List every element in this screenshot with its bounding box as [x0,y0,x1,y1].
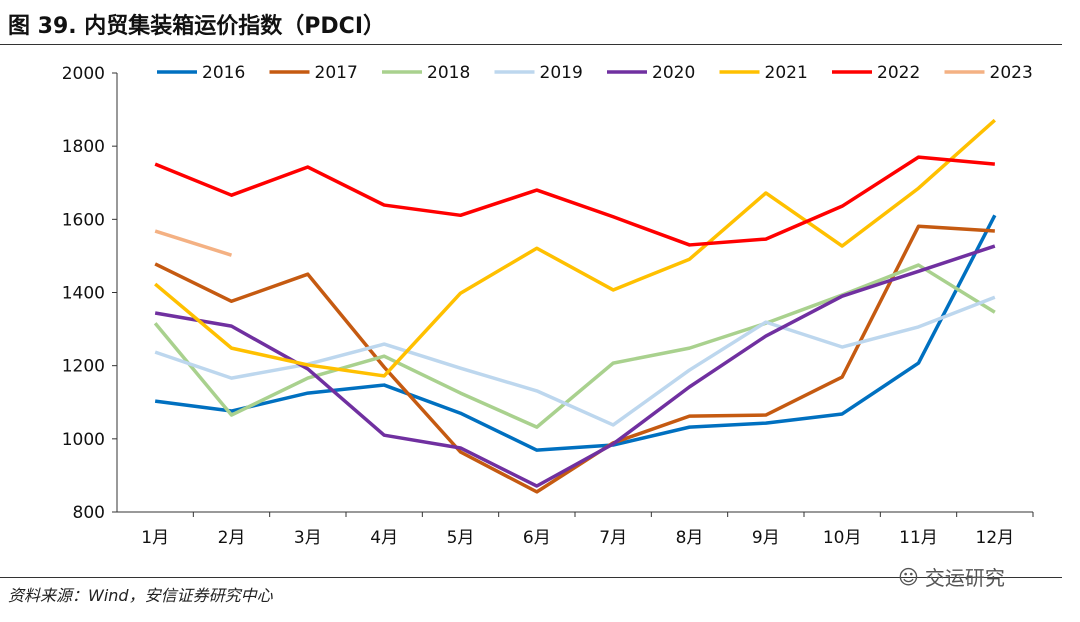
x-tick-label: 11月 [899,528,938,548]
x-tick-label: 2月 [218,528,246,548]
y-tick-label: 800 [73,503,105,523]
x-tick-label: 8月 [676,528,704,548]
legend-label: 2022 [877,63,920,83]
x-tick-label: 10月 [823,528,862,548]
x-tick-label: 9月 [752,528,780,548]
legend-label: 2020 [652,63,695,83]
x-tick-label: 7月 [599,528,627,548]
legend-label: 2023 [990,63,1033,83]
legend-label: 2016 [202,63,245,83]
series-line-2018 [153,263,996,429]
x-tick-label: 4月 [370,528,398,548]
legend-label: 2017 [315,63,358,83]
x-tick-label: 3月 [294,528,322,548]
legend-label: 2018 [427,63,470,83]
series-line-2021 [154,118,996,378]
x-tick-label: 1月 [141,528,169,548]
y-tick-label: 1400 [62,284,105,304]
x-tick-label: 5月 [447,528,475,548]
y-tick-label: 2000 [62,64,105,84]
series-line-2019 [154,295,996,427]
y-tick-label: 1200 [62,357,105,377]
x-tick-label: 12月 [976,528,1015,548]
x-tick-label: 6月 [523,528,551,548]
figure-title: 图 39. 内贸集装箱运价指数（PDCI） [8,14,386,39]
wechat-icon: ☺ [898,564,919,589]
watermark: ☺ 交运研究 [898,562,1005,591]
series-line-2017 [154,224,995,494]
series-line-2016 [154,214,997,452]
y-tick-label: 1600 [62,210,105,230]
watermark-text: 交运研究 [924,566,1005,590]
source-note: 资料来源：Wind，安信证券研究中心 [8,586,273,605]
y-tick-label: 1800 [62,137,105,157]
legend-label: 2019 [540,63,583,83]
legend-label: 2021 [765,63,808,83]
series-line-2022 [154,155,995,247]
series-line-2023 [154,229,233,257]
footer-divider [0,577,1062,578]
title-divider [0,44,1062,45]
y-tick-label: 1000 [62,430,105,450]
